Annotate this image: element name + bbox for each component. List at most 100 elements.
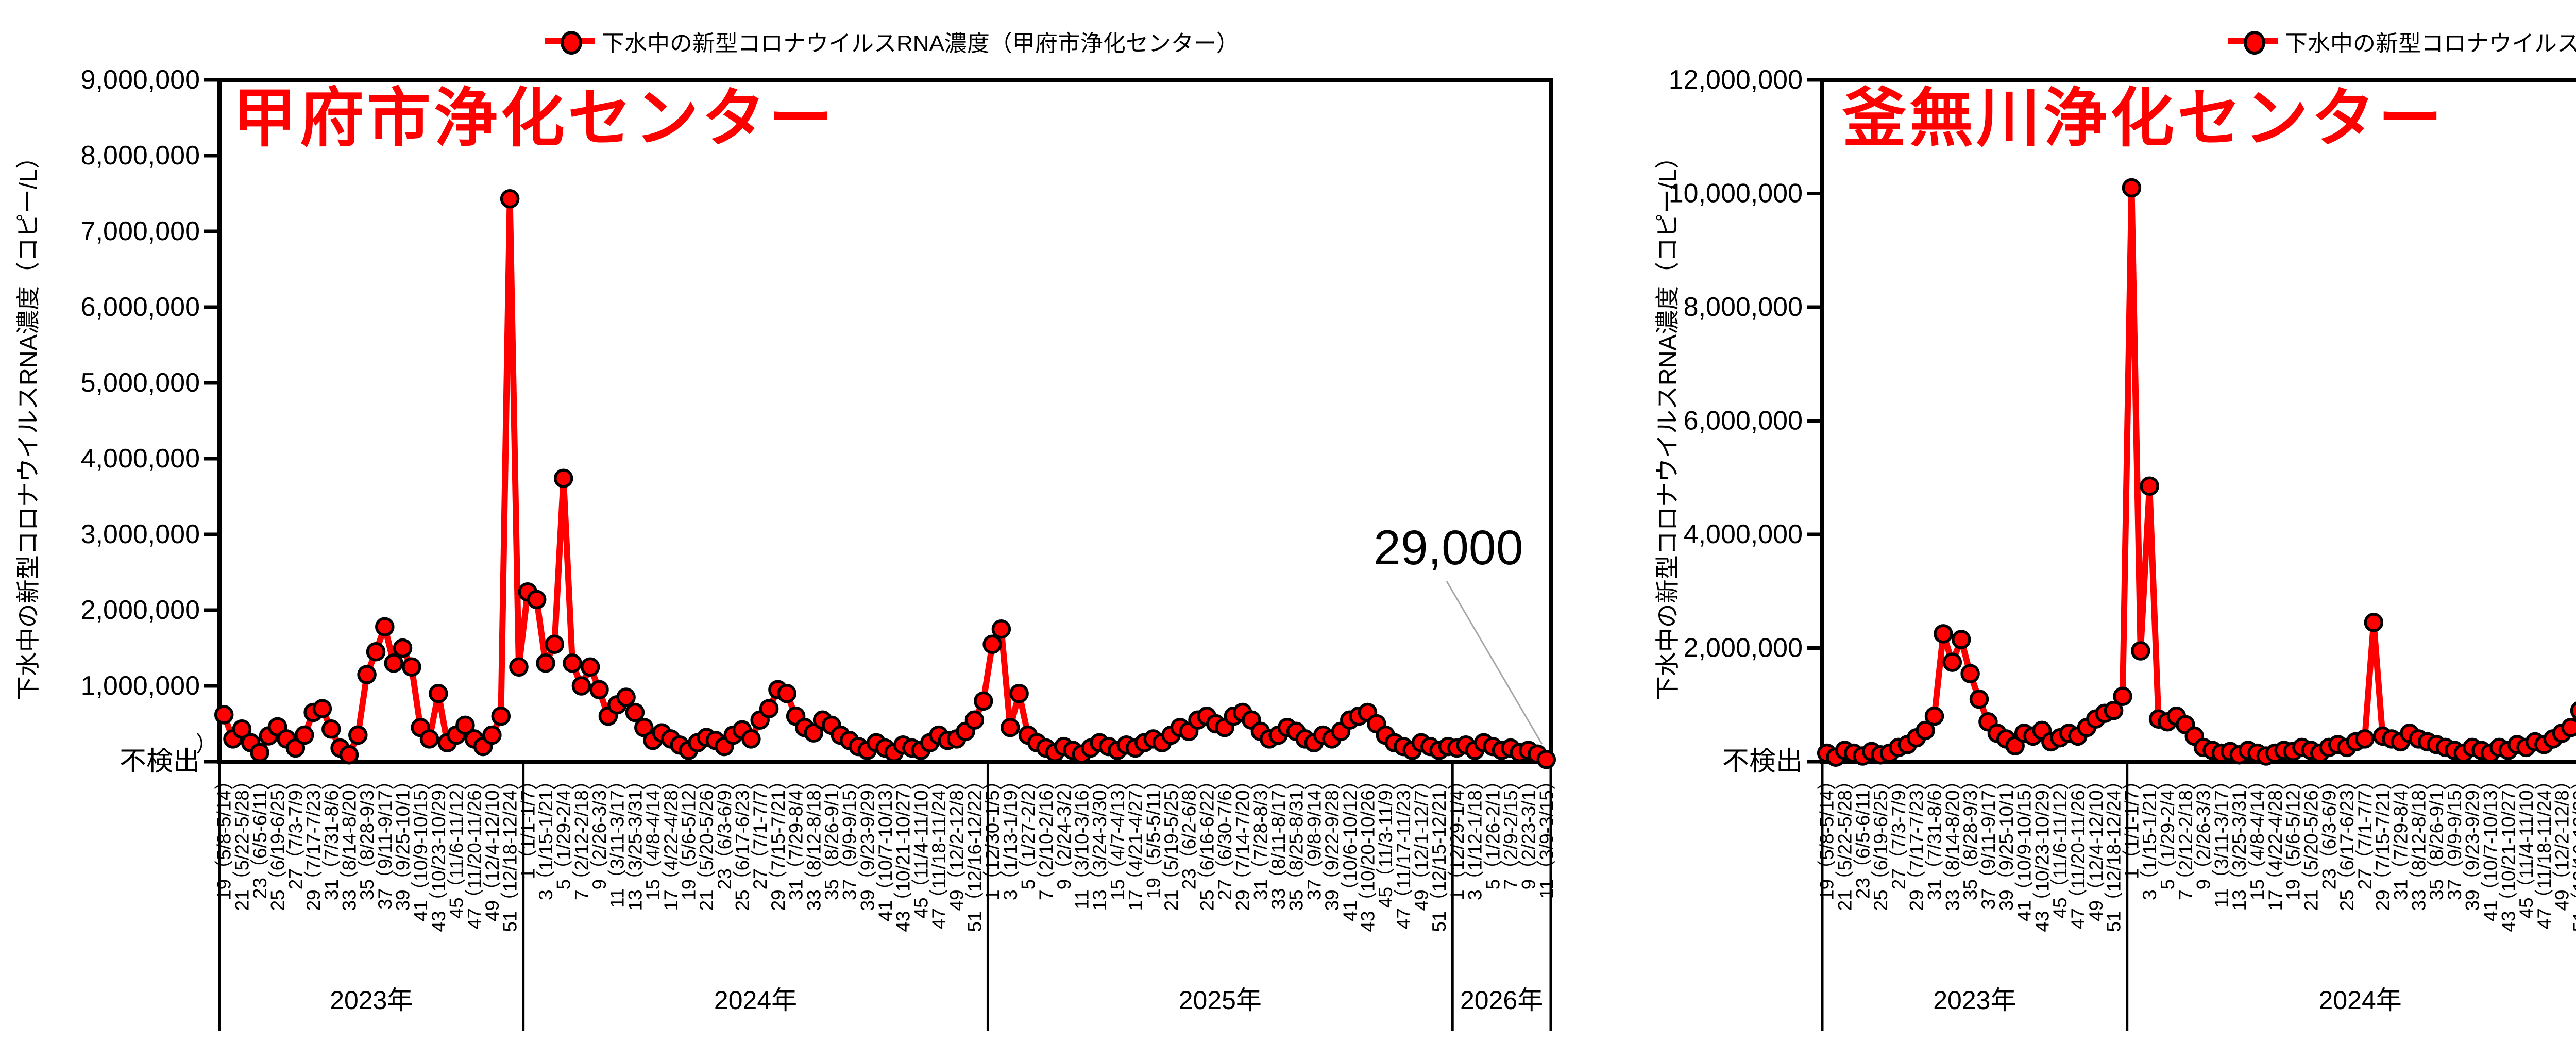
data-point [1536, 749, 1556, 769]
x-tick-label: 51（12/16-12/22） [2570, 771, 2576, 932]
legend-kamanashi: 下水中の新型コロナウイルスRNA濃度（釜無川浄化センター） [2228, 25, 2576, 58]
legend-series-marker-icon [545, 31, 595, 55]
x-tick-label: 31（7/31-8/6） [1924, 771, 1945, 900]
x-tick-label: 25（6/19-6/25） [267, 771, 289, 911]
x-tick-label: 23（6/3-6/9） [714, 771, 735, 889]
x-tick-label: 11（3/10-3/16） [1072, 771, 1093, 910]
x-tick-label: 27（7/3-7/9） [1888, 771, 1909, 889]
data-point [312, 699, 332, 718]
x-tick-label: 21（5/20-5/26） [696, 771, 717, 911]
data-point [974, 691, 993, 711]
x-tick-label: 45（11/3-11/9） [1375, 771, 1396, 908]
y-tick-label: 7,000,000 [81, 216, 200, 246]
x-tick-label: 43（10/20-10/26） [1357, 771, 1378, 932]
x-tick-label: 19（5/8-5/14） [1817, 771, 1838, 900]
data-point [509, 657, 529, 677]
data-point [1934, 624, 1953, 644]
data-point [250, 743, 269, 763]
annotation-leader-line [1446, 581, 1543, 745]
data-point [232, 719, 252, 739]
x-tick-label: 7（2/9-2/15） [1500, 771, 1521, 889]
y-tick-label: 8,000,000 [1684, 292, 1803, 322]
data-point [348, 725, 368, 745]
x-tick-label: 19（5/6-5/12） [2283, 771, 2304, 900]
data-point [1942, 652, 1962, 672]
x-tick-label: 21（5/20-5/26） [2300, 771, 2321, 911]
data-point [285, 738, 306, 758]
x-tick-label: 7（2/12-2/18） [571, 771, 592, 900]
x-tick-label: 41（10/7-10/13） [2480, 771, 2501, 921]
x-tick-label: 47（11/18-11/24） [2534, 771, 2555, 929]
x-tick-label: 41（10/9-10/15） [2014, 771, 2035, 921]
x-tick-label: 37（9/9-9/15） [2444, 771, 2465, 900]
x-tick-label: 31（7/31-8/6） [321, 771, 342, 900]
x-tick-label: 43（10/23-10/29） [2031, 771, 2053, 932]
x-tick-label: 15（4/8-4/14） [2247, 771, 2268, 900]
x-tick-label: 33（8/11-8/17） [1268, 771, 1289, 910]
data-point [759, 699, 779, 718]
x-tick-label: 37（9/11-9/17） [1978, 771, 1999, 910]
x-tick-label: 43（10/21-10/27） [893, 771, 914, 932]
x-tick-label: 23（6/5-6/11） [249, 771, 270, 899]
x-tick-label: 19（5/8-5/14） [214, 771, 235, 900]
data-point [357, 665, 377, 684]
x-tick-label: 17（4/22-4/28） [660, 771, 682, 911]
x-tick-label: 25（6/17-6/23） [2336, 771, 2358, 911]
data-point [321, 719, 341, 739]
x-tick-label: 39（9/25-10/1） [393, 771, 414, 911]
data-point [2122, 178, 2142, 198]
x-tick-label: 45（11/4-11/10） [2516, 771, 2537, 919]
x-tick-label: 29（7/14-7/20） [1232, 771, 1253, 911]
x-tick-label: 35（8/25-8/31） [1286, 771, 1307, 911]
legend-kofu: 下水中の新型コロナウイルスRNA濃度（甲府市浄化センター） [545, 25, 1239, 58]
data-point [982, 634, 1002, 654]
x-tick-label: 9（2/24-3/2） [1054, 771, 1075, 889]
y-tick-label: 3,000,000 [81, 519, 200, 549]
data-point [571, 676, 591, 696]
x-tick-label: 13（3/24-3/30） [1089, 771, 1110, 911]
x-tick-label: 49（12/2-12/8） [2552, 771, 2573, 911]
data-point [419, 729, 439, 749]
y-tick-label: 10,000,000 [1669, 179, 1803, 209]
y-tick-label: 8,000,000 [81, 141, 200, 171]
x-tick-label: 23（6/3-6/9） [2318, 771, 2340, 889]
x-tick-label: 11（3/11-3/17） [607, 771, 628, 908]
data-point [2140, 476, 2159, 496]
x-tick-label: 41（10/6-10/12） [1340, 771, 1361, 921]
x-tick-label: 23（6/5-6/11） [1852, 771, 1873, 899]
data-point [545, 634, 565, 654]
x-tick-label: 3（1/15-1/21） [2139, 771, 2160, 900]
chart-panel-kofu: 下水中の新型コロナウイルスRNA濃度（甲府市浄化センター） 甲府市浄化センター … [14, 25, 1557, 1031]
plot-area-kofu: 9,000,000 8,000,000 7,000,000 6,000,000 5,00… [81, 65, 1557, 1031]
x-tick-label: 3（1/15-1/21） [535, 771, 556, 900]
x-tick-label: 33（8/14-8/20） [1942, 771, 1963, 911]
x-tick-label: 49（12/4-12/10） [482, 771, 503, 921]
x-tick-label: 9（2/23-3/1） [1518, 771, 1539, 889]
x-tick-label: 25（6/17-6/23） [732, 771, 753, 911]
x-tick-label: 15（4/7-4/13） [1107, 771, 1128, 900]
x-tick-label: 37（9/8-9/14） [1303, 771, 1325, 900]
x-tick-label: 27（7/1-7/7） [750, 771, 771, 889]
year-label: 2023年 [1933, 986, 2016, 1015]
y-tick-label: 4,000,000 [1684, 519, 1803, 549]
x-tick-label: 33（8/14-8/20） [338, 771, 360, 911]
x-tick-label: 29（7/17-7/23） [1906, 771, 1927, 911]
x-tick-label: 1（1/1-1/7） [2121, 771, 2142, 879]
x-tick-label: 29（7/15-7/21） [2372, 771, 2394, 911]
y-tick-label: 6,000,000 [81, 292, 200, 322]
x-tick-label: 51（12/16-12/22） [964, 771, 985, 932]
chart-title-kamanashi: 釜無川浄化センター [1842, 83, 2446, 154]
x-tick-label: 25（6/16-6/22） [1196, 771, 1217, 911]
data-point [375, 617, 395, 637]
plot-border [217, 78, 1553, 764]
x-tick-label: 51（12/18-12/24） [500, 771, 521, 932]
data-point [2561, 718, 2576, 737]
x-tick-label: 7（2/12-2/18） [2175, 771, 2196, 900]
data-point [429, 683, 448, 703]
x-tick-label: 47（11/20-11/26） [2067, 771, 2089, 929]
data-point [500, 189, 520, 209]
data-point [1001, 718, 1020, 737]
x-tick-label: 35（8/26-9/1） [821, 771, 842, 900]
x-tick-label: 39（9/23-9/29） [2462, 771, 2483, 911]
